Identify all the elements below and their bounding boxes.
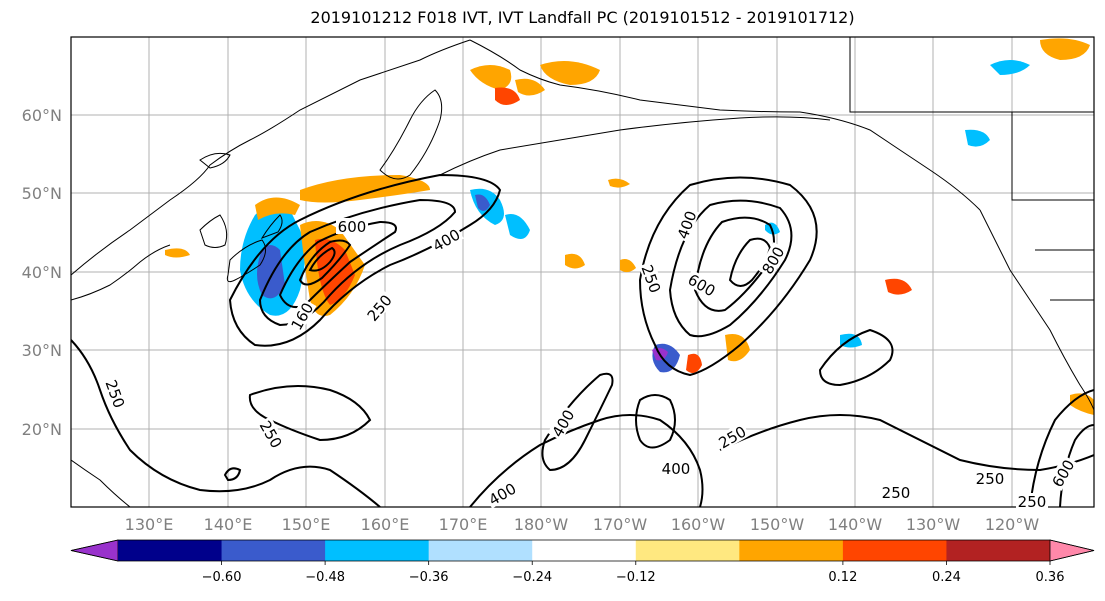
- latitude-labels: 60°N 50°N 40°N 30°N 20°N: [22, 106, 62, 439]
- colorbar-tick-labels: −0.60−0.48−0.36−0.24−0.120.120.240.360.4…: [202, 561, 1065, 585]
- contour-label-bg: [974, 470, 1006, 486]
- colorbar-segment: [635, 540, 740, 561]
- colorbar-segment: [946, 540, 1051, 561]
- map-border: [70, 36, 1095, 508]
- longitude-label: 140°W: [828, 515, 883, 534]
- latitude-label: 20°N: [22, 420, 62, 439]
- coast-detail: [71, 152, 231, 507]
- colorbar-extend-high: [1049, 539, 1095, 562]
- longitude-label: 130°W: [906, 515, 961, 534]
- colorbar-extend-low: [70, 539, 119, 562]
- contour-label: 250: [882, 484, 911, 502]
- colorbar-tick-label: −0.36: [409, 570, 449, 585]
- colorbar-segment: [532, 540, 637, 561]
- longitude-label: 170°W: [593, 515, 648, 534]
- colorbar-tick-label: 0.24: [932, 570, 961, 585]
- longitude-label: 140°E: [204, 515, 253, 534]
- longitude-label: 160°E: [361, 515, 410, 534]
- colorbar-outline: [70, 539, 1095, 562]
- longitude-label: 150°W: [750, 515, 805, 534]
- colorbar-segment: [221, 540, 326, 561]
- colorbar-segment: [325, 540, 430, 561]
- contour-label-bg: [102, 375, 129, 412]
- contour-label-bg: [336, 218, 368, 234]
- contour-label-bg: [684, 269, 720, 300]
- contour-label-bg: [673, 206, 700, 243]
- contour-label-bg: [757, 242, 788, 278]
- colorbar-tick-label: 0.12: [828, 570, 857, 585]
- colorbar-tick-label: −0.24: [512, 570, 552, 585]
- longitude-label: 180°W: [514, 515, 569, 534]
- contour-label: 250: [1018, 493, 1047, 511]
- colorbar-tick-label: −0.48: [305, 570, 345, 585]
- longitude-label: 170°E: [439, 515, 488, 534]
- latitude-label: 30°N: [22, 341, 62, 360]
- latitude-label: 40°N: [22, 263, 62, 282]
- map-title: 2019101212 F018 IVT, IVT Landfall PC (20…: [310, 8, 855, 27]
- contour-label: 400: [662, 460, 691, 478]
- latitude-label: 60°N: [22, 106, 62, 125]
- contour-label-bg: [362, 290, 396, 325]
- pc-shading: [165, 38, 1094, 415]
- latitude-label: 50°N: [22, 184, 62, 203]
- contour-label-bg: [660, 460, 692, 476]
- colorbar: [70, 539, 1095, 562]
- longitude-label: 120°W: [985, 515, 1040, 534]
- contour-label-bg: [1047, 455, 1078, 491]
- contour-label: 250: [976, 470, 1005, 488]
- colorbar-tick-label: −0.60: [202, 570, 242, 585]
- longitude-label: 150°E: [282, 515, 331, 534]
- contour-label-bg: [638, 260, 665, 297]
- colorbar-segment: [118, 540, 223, 561]
- colorbar-segment: [428, 540, 533, 561]
- contour-label-bg: [880, 484, 912, 500]
- colorbar-tick-label: 0.36: [1036, 570, 1065, 585]
- contour-label-bg: [484, 478, 520, 509]
- contour-label-bg: [428, 224, 464, 255]
- longitude-label: 160°W: [671, 515, 726, 534]
- longitude-labels: 130°E 140°E 150°E 160°E 170°E 180°W 170°W 160°W…: [125, 515, 1040, 534]
- contour-label: 600: [338, 218, 367, 236]
- contour-label-bg: [1016, 493, 1048, 509]
- coastlines: [71, 37, 1094, 411]
- contour-label-bg: [714, 421, 750, 452]
- colorbar-tick-label: −0.12: [616, 570, 656, 585]
- longitude-label: 130°E: [125, 515, 174, 534]
- contour-label-bg: [256, 416, 287, 452]
- contour-label-bg: [547, 405, 578, 441]
- colorbar-segment: [739, 540, 844, 561]
- colorbar-segment: [842, 540, 947, 561]
- contour-label-bg: [286, 298, 317, 334]
- ivt-contours: [71, 173, 1094, 507]
